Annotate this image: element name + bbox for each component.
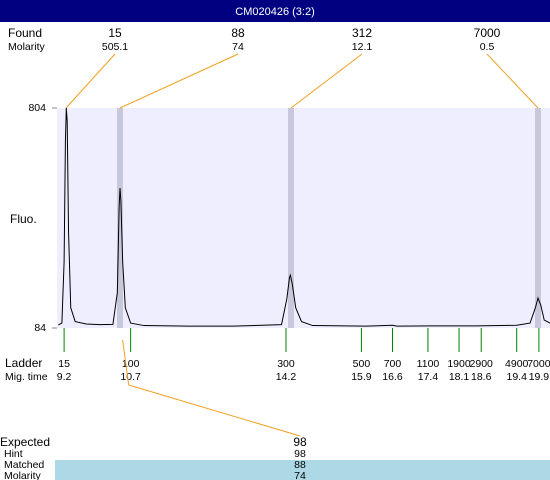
ladder-size: 7000 (527, 358, 550, 370)
peak-connector (486, 53, 539, 109)
peak-connector (290, 53, 363, 109)
ladder-size: 4900 (505, 358, 529, 370)
molarity-label: Molarity (8, 41, 46, 53)
ladder-time: 19.4 (507, 371, 528, 383)
expected-label: Expected (0, 435, 50, 449)
ladder-time: 18.1 (449, 371, 470, 383)
ladder-label: Ladder (5, 356, 42, 370)
ladder-size: 1900 (447, 358, 471, 370)
ladder-size: 1100 (417, 358, 440, 370)
expected-value: 98 (293, 435, 307, 449)
expected-connector (128, 384, 301, 437)
ladder-time: 10.7 (120, 371, 141, 383)
molarity-label: Molarity (4, 470, 42, 480)
ladder-time: 15.9 (351, 371, 372, 383)
matched-label: Matched (4, 459, 44, 471)
ladder-size: 15 (58, 358, 70, 370)
found-size: 88 (231, 26, 245, 40)
ladder-time: 9.2 (57, 371, 72, 383)
mig-time-label: Mig. time (5, 371, 48, 383)
found-molarity: 74 (232, 41, 244, 53)
hint-value: 98 (294, 448, 306, 460)
trace (58, 107, 550, 327)
found-label: Found (8, 26, 42, 40)
ladder-time: 16.6 (382, 371, 403, 383)
hint-label: Hint (4, 448, 23, 460)
expected-connector (122, 339, 130, 386)
peak-band (535, 108, 541, 328)
peak-connector (65, 53, 116, 109)
peak-connector (119, 53, 239, 109)
title-bar (0, 0, 550, 22)
found-molarity: 505.1 (102, 41, 128, 53)
ladder-time: 14.2 (276, 371, 297, 383)
found-size: 15 (108, 26, 122, 40)
y-tick-label: 804 (28, 102, 46, 114)
y-axis-label: Fluo. (10, 212, 37, 226)
title: CM020426 (3:2) (235, 6, 315, 18)
matched-value: 88 (294, 459, 306, 471)
ladder-size: 300 (277, 358, 295, 370)
plot-area (57, 108, 550, 328)
ladder-time: 18.6 (471, 371, 492, 383)
peak-band (288, 108, 294, 328)
y-tick-label: 84 (34, 322, 46, 334)
ladder-size: 700 (384, 358, 402, 370)
found-molarity: 12.1 (352, 41, 373, 53)
matched-band (55, 460, 550, 480)
molarity-value: 74 (294, 470, 306, 480)
ladder-time: 19.9 (529, 371, 550, 383)
ladder-size: 2900 (470, 358, 494, 370)
found-size: 312 (352, 26, 372, 40)
ladder-time: 17.4 (418, 371, 439, 383)
found-size: 7000 (474, 26, 501, 40)
found-molarity: 0.5 (480, 41, 495, 53)
ladder-size: 100 (122, 358, 140, 370)
peak-band (117, 108, 123, 328)
ladder-size: 500 (353, 358, 371, 370)
